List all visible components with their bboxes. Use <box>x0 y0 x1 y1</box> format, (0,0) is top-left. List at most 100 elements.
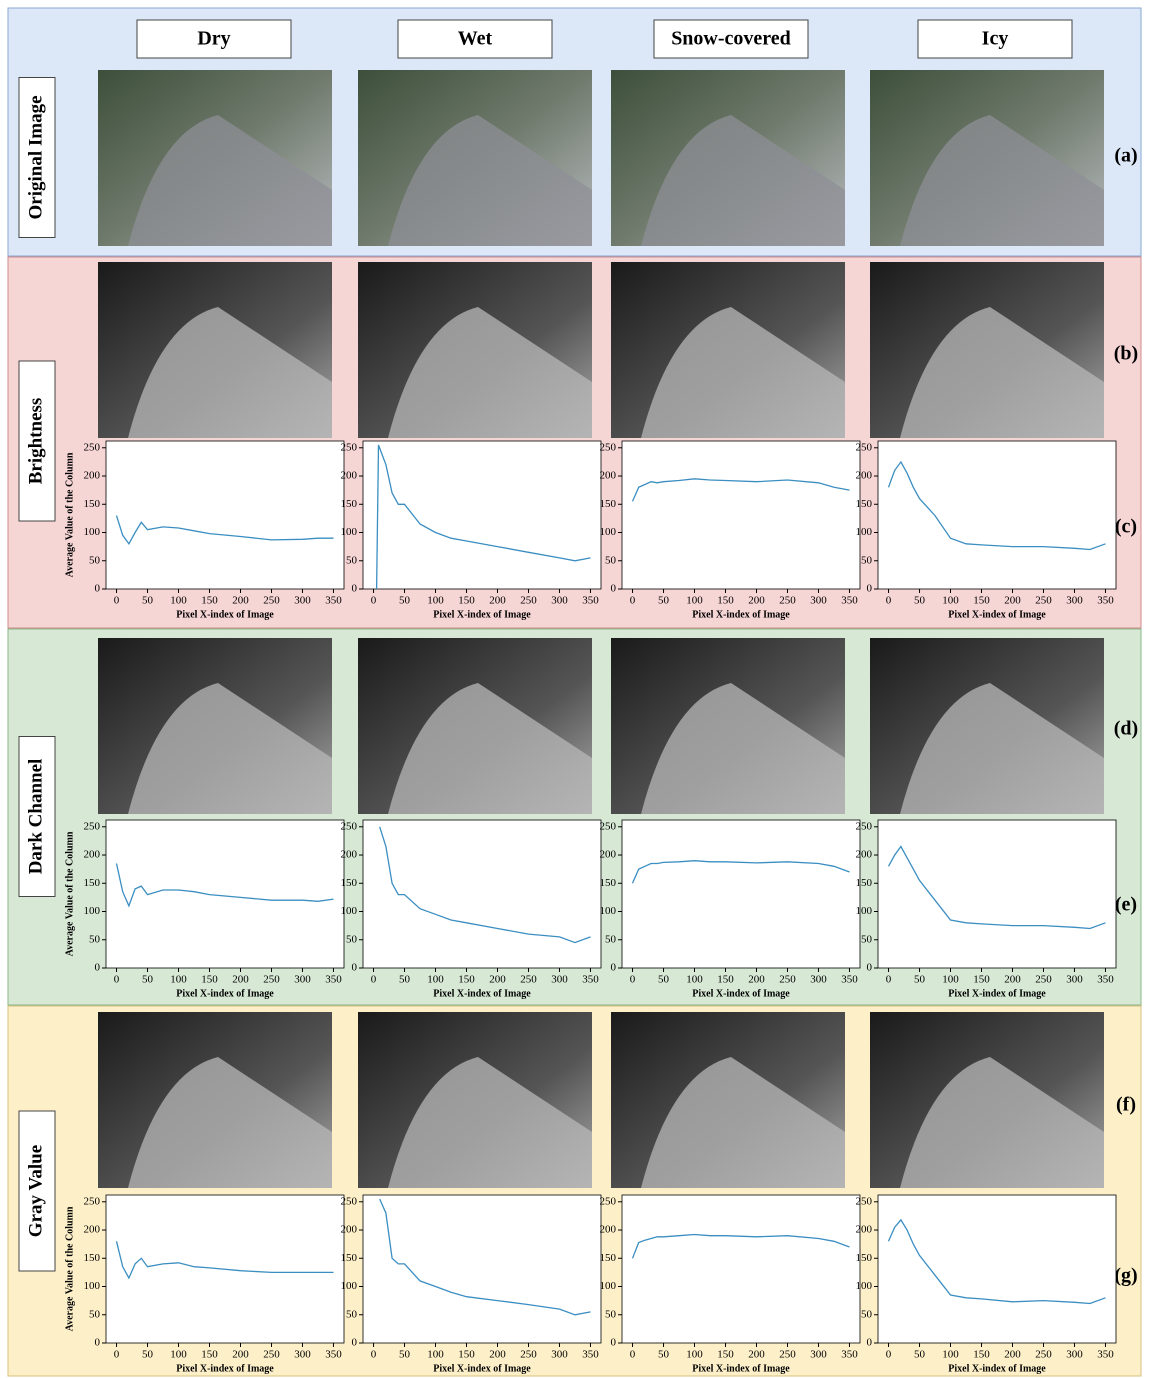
plot-area <box>106 441 344 589</box>
y-tick-label: 150 <box>341 877 358 889</box>
x-tick-label: 150 <box>973 1349 990 1361</box>
y-tick-label: 200 <box>600 1224 617 1236</box>
y-tick-label: 0 <box>867 583 873 595</box>
y-tick-label: 250 <box>84 441 101 453</box>
x-tick-label: 250 <box>779 974 796 986</box>
x-tick-label: 300 <box>1066 1349 1083 1361</box>
x-tick-label: 0 <box>886 974 892 986</box>
x-tick-label: 300 <box>551 974 568 986</box>
y-tick-label: 100 <box>341 1280 358 1292</box>
x-tick-label: 300 <box>1066 974 1083 986</box>
x-tick-label: 150 <box>973 595 990 607</box>
x-tick-label: 0 <box>114 1349 120 1361</box>
x-tick-label: 200 <box>748 1349 765 1361</box>
plot-area <box>363 1195 601 1343</box>
x-tick-label: 200 <box>748 595 765 607</box>
y-tick-label: 100 <box>600 1280 617 1292</box>
y-tick-label: 200 <box>341 1224 358 1236</box>
y-tick-label: 150 <box>341 498 358 510</box>
plot-area <box>622 441 860 589</box>
x-tick-label: 50 <box>914 974 926 986</box>
x-tick-label: 50 <box>142 974 154 986</box>
y-tick-label: 100 <box>84 526 101 538</box>
y-axis-label: Average Value of the Column <box>64 452 75 577</box>
x-axis-label: Pixel X-index of Image <box>433 609 531 620</box>
x-tick-label: 250 <box>263 1349 280 1361</box>
x-tick-label: 200 <box>1004 595 1021 607</box>
x-tick-label: 250 <box>779 1349 796 1361</box>
x-tick-label: 50 <box>142 1349 154 1361</box>
y-tick-label: 0 <box>611 962 617 974</box>
y-tick-label: 50 <box>89 933 101 945</box>
y-tick-label: 200 <box>84 1224 101 1236</box>
y-tick-label: 250 <box>341 820 358 832</box>
y-tick-label: 150 <box>84 1252 101 1264</box>
x-tick-label: 0 <box>630 974 636 986</box>
y-tick-label: 250 <box>600 1195 617 1207</box>
x-tick-label: 150 <box>973 974 990 986</box>
x-tick-label: 250 <box>263 974 280 986</box>
x-axis-label: Pixel X-index of Image <box>692 988 790 999</box>
x-tick-label: 250 <box>520 1349 537 1361</box>
y-tick-label: 250 <box>341 1195 358 1207</box>
panel-label: (a) <box>1114 145 1137 167</box>
y-axis-label: Average Value of the Column <box>64 1206 75 1331</box>
x-tick-label: 300 <box>294 974 311 986</box>
y-tick-label: 200 <box>341 470 358 482</box>
x-tick-label: 100 <box>942 1349 959 1361</box>
y-tick-label: 50 <box>861 933 873 945</box>
x-tick-label: 350 <box>1097 1349 1114 1361</box>
x-tick-label: 300 <box>551 595 568 607</box>
row-label: Brightness <box>25 398 46 485</box>
x-tick-label: 100 <box>170 1349 187 1361</box>
y-tick-label: 100 <box>341 905 358 917</box>
x-tick-label: 350 <box>582 595 599 607</box>
x-tick-label: 350 <box>841 974 858 986</box>
x-tick-label: 0 <box>371 595 377 607</box>
plot-area <box>878 820 1116 968</box>
y-tick-label: 100 <box>600 526 617 538</box>
x-tick-label: 150 <box>201 974 218 986</box>
x-tick-label: 350 <box>325 595 342 607</box>
x-tick-label: 100 <box>170 974 187 986</box>
y-tick-label: 250 <box>856 820 873 832</box>
x-tick-label: 200 <box>1004 974 1021 986</box>
x-tick-label: 0 <box>630 595 636 607</box>
y-tick-label: 50 <box>605 933 617 945</box>
x-tick-label: 50 <box>399 974 411 986</box>
x-tick-label: 100 <box>686 974 703 986</box>
x-tick-label: 250 <box>1035 595 1052 607</box>
x-axis-label: Pixel X-index of Image <box>948 988 1046 999</box>
x-tick-label: 250 <box>1035 974 1052 986</box>
x-tick-label: 300 <box>1066 595 1083 607</box>
x-tick-label: 150 <box>201 1349 218 1361</box>
column-header: Wet <box>458 28 493 50</box>
plot-area <box>106 820 344 968</box>
column-header: Dry <box>197 28 230 50</box>
x-tick-label: 300 <box>551 1349 568 1361</box>
x-tick-label: 0 <box>114 974 120 986</box>
panel-label: (f) <box>1116 1094 1136 1116</box>
x-axis-label: Pixel X-index of Image <box>176 1363 274 1374</box>
x-tick-label: 50 <box>142 595 154 607</box>
panel-label: (e) <box>1115 894 1137 916</box>
x-tick-label: 200 <box>748 974 765 986</box>
x-tick-label: 0 <box>886 1349 892 1361</box>
x-tick-label: 250 <box>263 595 280 607</box>
plot-area <box>878 1195 1116 1343</box>
figure: DryWetSnow-coveredIcyOriginal ImageBrigh… <box>0 0 1149 1378</box>
x-tick-label: 50 <box>399 1349 411 1361</box>
row-label: Original Image <box>25 95 46 219</box>
y-tick-label: 0 <box>95 583 101 595</box>
y-tick-label: 250 <box>84 1195 101 1207</box>
x-tick-label: 300 <box>810 595 827 607</box>
x-tick-label: 300 <box>294 1349 311 1361</box>
row-label: Dark Channel <box>25 759 46 875</box>
x-axis-label: Pixel X-index of Image <box>433 988 531 999</box>
column-header: Snow-covered <box>671 28 791 50</box>
x-tick-label: 300 <box>810 1349 827 1361</box>
x-tick-label: 150 <box>717 1349 734 1361</box>
y-tick-label: 200 <box>600 849 617 861</box>
x-axis-label: Pixel X-index of Image <box>948 1363 1046 1374</box>
y-tick-label: 50 <box>346 933 358 945</box>
